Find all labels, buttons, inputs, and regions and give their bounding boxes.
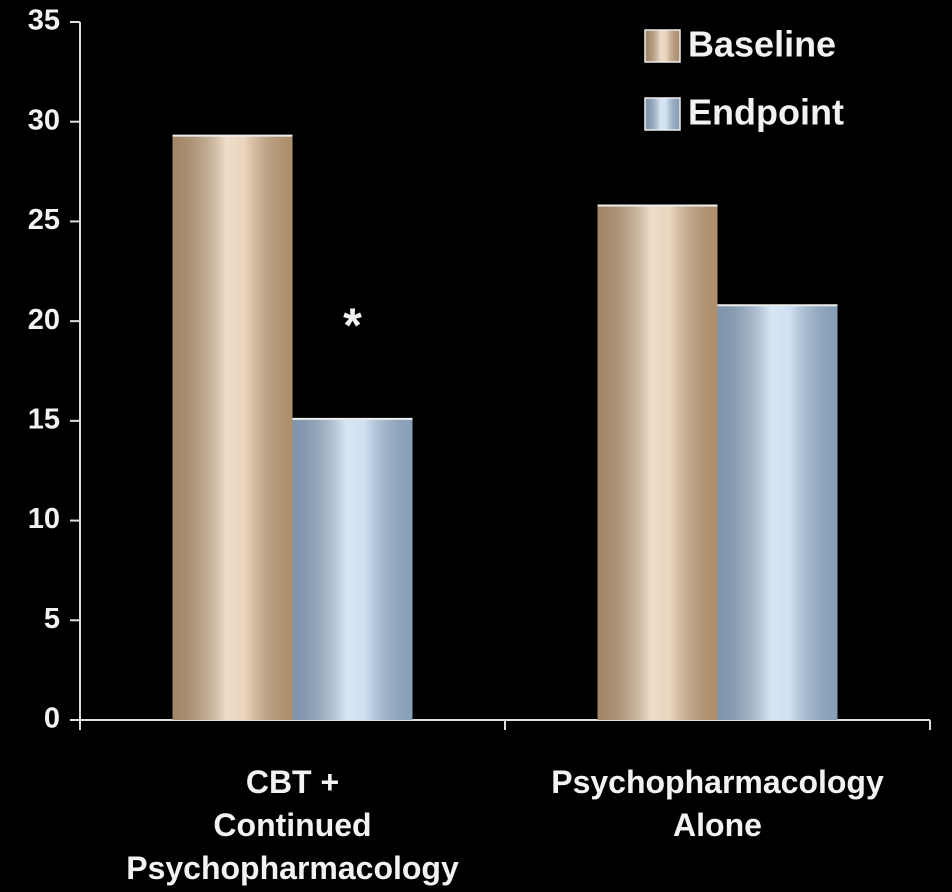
legend-label: Baseline: [688, 24, 836, 65]
y-tick-label: 0: [44, 703, 60, 735]
legend-label: Endpoint: [688, 92, 844, 133]
y-tick-label: 10: [28, 503, 60, 535]
y-tick-label: 5: [44, 603, 60, 635]
x-tick-label: CBT + Continued Psychopharmacology: [126, 764, 459, 886]
y-tick-label: 25: [28, 204, 60, 236]
y-tick-label: 30: [28, 104, 60, 136]
legend-swatch-shine: [644, 29, 681, 63]
y-tick-label: 20: [28, 304, 60, 336]
bar-shine: [292, 418, 413, 720]
bar-shine: [597, 205, 718, 720]
x-tick-label: Psychopharmacology Alone: [551, 764, 884, 843]
annotation: *: [343, 300, 362, 353]
bar-shine: [172, 135, 293, 720]
y-tick-label: 35: [28, 5, 60, 37]
legend-swatch-shine: [644, 97, 681, 131]
y-tick-label: 15: [28, 404, 60, 436]
bar-shine: [717, 305, 838, 720]
